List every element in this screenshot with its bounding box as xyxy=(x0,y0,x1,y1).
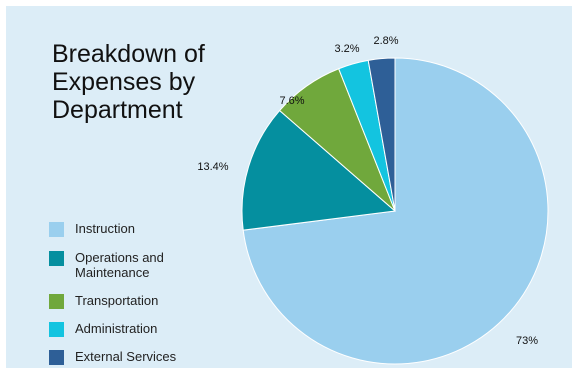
chart-title: Breakdown of Expenses by Department xyxy=(52,40,205,124)
legend-label-transportation: Transportation xyxy=(75,293,159,308)
pie-slice-operations-and-maintenance xyxy=(241,109,397,231)
legend-swatch-instruction xyxy=(49,222,64,237)
legend-swatch-administration xyxy=(49,322,64,337)
legend-swatch-transportation xyxy=(49,294,64,309)
legend-item-transportation: Transportation xyxy=(49,293,225,309)
legend-item-instruction: Instruction xyxy=(49,221,225,237)
legend-swatch-external-services xyxy=(49,350,64,365)
chart-legend: Instruction Operations and Maintenance T… xyxy=(49,221,225,365)
legend-item-operations: Operations and Maintenance xyxy=(49,250,225,280)
legend-item-administration: Administration xyxy=(49,321,225,337)
data-label-operations-and-maintenance: 13.4% xyxy=(197,161,228,173)
data-label-instruction: 73% xyxy=(516,335,538,347)
pie-labels: 73% 13.4% 7.6% 3.2% 2.8% xyxy=(197,35,538,347)
legend-label-external-services: External Services xyxy=(75,349,177,364)
data-label-administration: 3.2% xyxy=(334,43,359,55)
data-label-transportation: 7.6% xyxy=(279,95,304,107)
pie-slices xyxy=(241,57,549,365)
pie-slice-external-services xyxy=(367,57,396,212)
legend-label-operations: Operations and Maintenance xyxy=(75,250,164,280)
legend-label-administration: Administration xyxy=(75,321,158,336)
legend-swatch-operations xyxy=(49,251,64,266)
legend-label-instruction: Instruction xyxy=(75,221,135,236)
legend-item-external-services: External Services xyxy=(49,349,225,365)
data-label-external-services: 2.8% xyxy=(373,35,398,47)
